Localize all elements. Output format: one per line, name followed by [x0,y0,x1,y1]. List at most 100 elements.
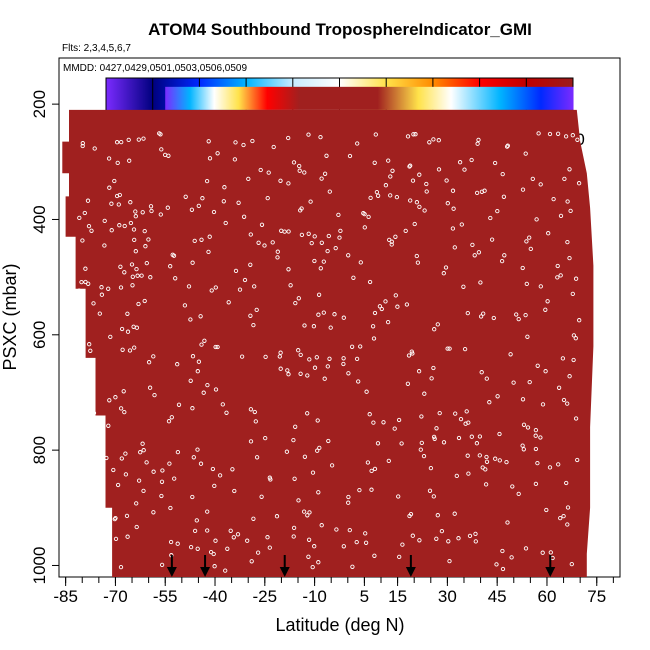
sample-point [159,493,164,499]
sample-point [367,279,373,285]
sample-point [334,527,339,532]
sample-point [112,516,117,522]
sample-point [191,455,196,460]
sample-point [133,214,138,219]
sample-point [113,395,118,400]
sample-point [447,346,452,351]
sample-point [267,545,272,550]
sample-point [89,228,94,233]
sample-point [405,381,411,386]
sample-point [302,454,308,459]
sample-point [327,356,332,361]
sample-point [357,487,362,493]
sample-point [354,356,360,362]
sample-point [90,495,95,501]
sample-point [286,372,291,377]
sample-point [173,276,178,281]
sample-point [521,447,526,452]
sample-point [495,208,500,214]
sample-point [302,170,307,175]
sample-point [277,354,282,359]
sample-point [115,160,120,166]
sample-point [134,501,139,506]
sample-point [363,531,368,536]
sample-point [530,176,535,182]
sample-point [573,336,578,341]
sample-point [231,535,236,540]
sample-point [562,176,567,182]
sample-point [211,209,217,215]
sample-point [299,232,305,238]
sample-point [392,426,397,431]
sample-point [258,167,263,173]
sample-point [369,487,374,492]
sample-point [481,311,486,316]
sample-point [450,188,456,193]
sample-point [167,461,172,466]
sample-point [151,510,156,515]
sample-point [190,406,195,411]
sample-point [144,260,149,266]
sample-point [104,455,109,461]
sample-point [306,132,311,137]
sample-point [293,424,298,429]
sample-point [126,137,131,143]
sample-point [381,420,386,425]
sample-point [385,319,391,325]
sample-point [347,153,353,159]
sample-point [298,208,303,213]
sample-point [196,359,202,364]
sample-point [388,193,393,198]
sample-point [555,263,560,269]
sample-point [565,199,570,204]
sample-point [577,318,582,323]
sample-point [125,311,130,316]
sample-point [121,389,126,394]
y-axis-label: PSXC (mbar) [0,263,20,370]
sample-point [305,411,310,416]
flight-arrow-head [545,567,556,577]
sample-point [325,248,330,254]
x-axis: -85 -70 -55 -40 -25 -10 5 15 30 45 60 75 [53,577,614,606]
sample-point [476,137,481,143]
sample-point [168,539,174,545]
sample-point [223,568,228,573]
sample-point [462,167,467,172]
sample-point [106,286,111,291]
sample-point [476,250,482,255]
sample-point [533,433,538,438]
sample-point [326,438,331,444]
sample-point [128,220,134,226]
sample-point [483,482,489,487]
sample-point [394,194,400,200]
sample-point [144,460,149,465]
sample-point [99,292,105,297]
sample-point [419,414,424,419]
sample-point [509,555,514,560]
sample-point [307,510,312,515]
sample-point [533,446,539,452]
sample-point [206,139,211,144]
sample-point [540,550,545,555]
y-axis: 200 400 600 800 1000 [30,90,59,584]
sample-point [111,467,116,473]
sample-point [288,283,293,288]
sample-point [421,453,427,459]
sample-point [77,462,83,467]
sample-point [364,389,369,394]
sample-point [474,190,480,196]
sample-point [114,193,120,199]
sample-point [265,195,270,201]
sample-point [274,514,280,519]
sample-point [312,234,317,239]
sample-point [88,377,93,383]
sample-point [146,237,151,242]
sample-point [411,132,416,137]
sample-point [315,448,320,453]
sample-point [363,540,369,545]
sample-point [444,178,449,183]
sample-point [325,364,330,369]
sample-point [127,348,133,353]
sample-point [117,223,122,228]
sample-point [546,231,551,236]
